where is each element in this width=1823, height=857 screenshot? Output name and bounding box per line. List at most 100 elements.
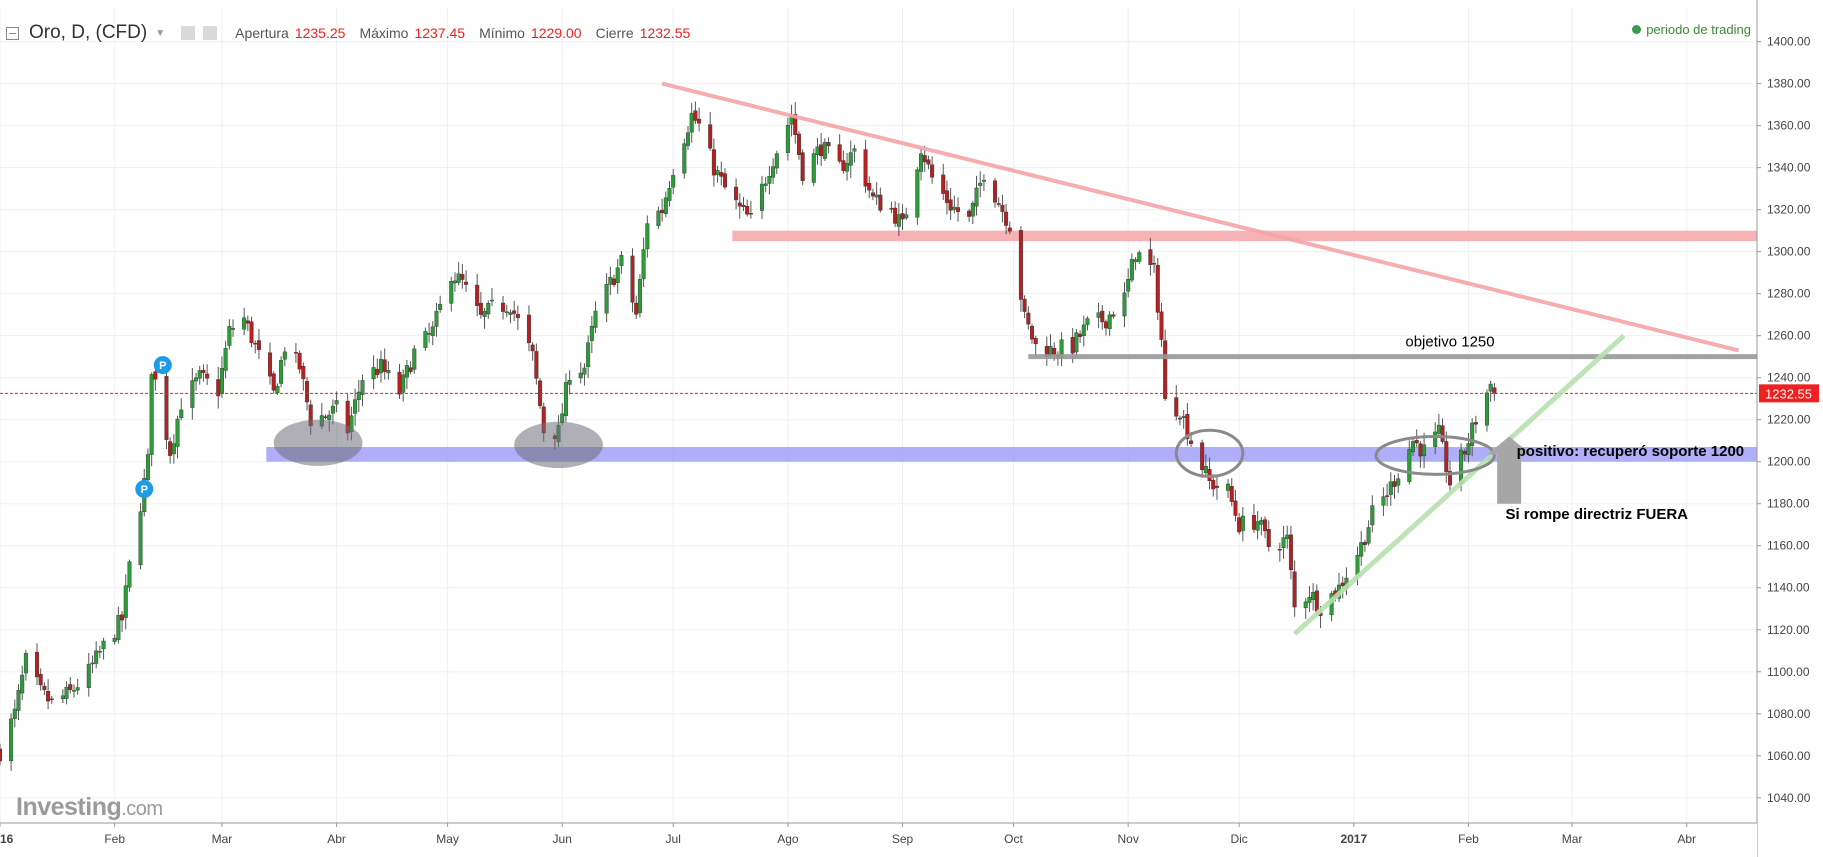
candle-body: [948, 199, 953, 211]
chart-zones: [266, 230, 1757, 462]
candle-body: [1070, 336, 1075, 354]
candle-body: [1081, 324, 1086, 336]
candle-body: [819, 144, 824, 157]
candle-body: [1000, 204, 1005, 212]
candle-body: [689, 112, 694, 133]
candle-body: [60, 695, 65, 700]
candle-body: [763, 183, 768, 186]
candle-body: [1447, 471, 1452, 486]
candle-body: [412, 348, 417, 370]
time-tick-label: Jun: [553, 832, 572, 846]
candle-body: [1418, 443, 1423, 457]
price-tick-label: 1280.00: [1767, 287, 1811, 301]
symbol-title[interactable]: Oro, D, (CFD): [29, 22, 148, 43]
candle-body: [1436, 424, 1441, 434]
candle-body: [334, 400, 339, 405]
candle-body: [1462, 451, 1467, 455]
candle-body: [478, 302, 483, 315]
high-label: Máximo: [359, 25, 409, 41]
candle-body: [1359, 542, 1364, 557]
candle-body: [75, 687, 80, 691]
candle-body: [1203, 466, 1208, 474]
candle-body: [179, 409, 184, 419]
candle-body: [460, 274, 465, 280]
candle-body: [1159, 311, 1164, 340]
candle-body: [996, 203, 1001, 205]
candle-body: [1362, 542, 1367, 545]
candle-body: [1033, 337, 1038, 345]
candle-body: [978, 182, 983, 186]
candle-body: [708, 124, 713, 149]
candle-body: [889, 208, 894, 210]
candle-body: [1288, 534, 1293, 571]
candle-body: [1030, 325, 1035, 340]
candle-body: [1007, 227, 1012, 232]
settings-icon[interactable]: [203, 26, 218, 40]
candle-body: [1240, 515, 1245, 531]
candle-body: [1074, 332, 1079, 353]
candle-body: [279, 360, 284, 384]
candle-body: [164, 376, 169, 440]
candle-body: [896, 214, 901, 227]
annotation-text: positivo: recuperó soporte 1200: [1517, 443, 1745, 460]
candle-body: [878, 194, 883, 211]
candle-body: [9, 718, 14, 762]
candle-body: [941, 174, 946, 194]
high-value: 1237.45: [414, 25, 466, 41]
candle-body: [634, 302, 639, 315]
support-zone: [266, 447, 1757, 462]
candle-body: [1466, 443, 1471, 455]
candle-body: [1133, 259, 1138, 263]
candle-body: [1340, 582, 1345, 587]
candle-body: [145, 454, 150, 481]
candle-body: [268, 352, 273, 377]
chevron-down-icon[interactable]: ▼: [155, 27, 166, 39]
up-arrow-icon: [1487, 436, 1532, 504]
candle-body: [1107, 314, 1112, 329]
candle-body: [330, 405, 335, 414]
candle-body: [722, 173, 727, 188]
candle-body: [1233, 500, 1238, 516]
candle-body: [1392, 481, 1397, 488]
candle-body: [71, 690, 76, 692]
candle-body: [1381, 496, 1386, 506]
candle-body: [1285, 534, 1290, 539]
candle-body: [1422, 444, 1427, 457]
candle-body: [1410, 441, 1415, 453]
candle-body: [486, 303, 491, 315]
candle-body: [1155, 264, 1160, 313]
candle-body: [926, 159, 931, 165]
candle-body: [711, 149, 716, 176]
candle-body: [508, 312, 513, 315]
trading-period-label: periodo de trading: [1646, 22, 1751, 37]
settings-icon[interactable]: [181, 26, 196, 40]
candle-body: [1137, 252, 1142, 262]
candle-body: [1214, 485, 1219, 488]
candlestick-series: [0, 101, 1497, 771]
candle-body: [1189, 440, 1194, 444]
candle-body: [822, 142, 827, 159]
price-tick-label: 1220.00: [1767, 413, 1811, 427]
candle-body: [893, 207, 898, 224]
candle-body: [49, 698, 54, 700]
candle-body: [1163, 340, 1168, 399]
price-tick-label: 1080.00: [1767, 707, 1811, 721]
candle-body: [1311, 592, 1316, 601]
price-tick-label: 1100.00: [1767, 665, 1810, 679]
price-tick-label: 1260.00: [1767, 329, 1811, 343]
candle-body: [223, 348, 228, 371]
candle-body: [1096, 312, 1101, 318]
price-tick-label: 1360.00: [1767, 119, 1811, 133]
candle-body: [660, 209, 665, 213]
candle-body: [404, 365, 409, 378]
time-tick-label: Oct: [1004, 832, 1023, 846]
candle-body: [501, 302, 506, 312]
candle-body: [42, 685, 47, 691]
price-tick-label: 1040.00: [1767, 791, 1811, 805]
collapse-icon[interactable]: [6, 26, 19, 40]
time-tick-label: 2016: [0, 832, 14, 846]
logo-suffix: .com: [121, 798, 163, 820]
candle-body: [401, 374, 406, 393]
candle-body: [68, 684, 73, 690]
